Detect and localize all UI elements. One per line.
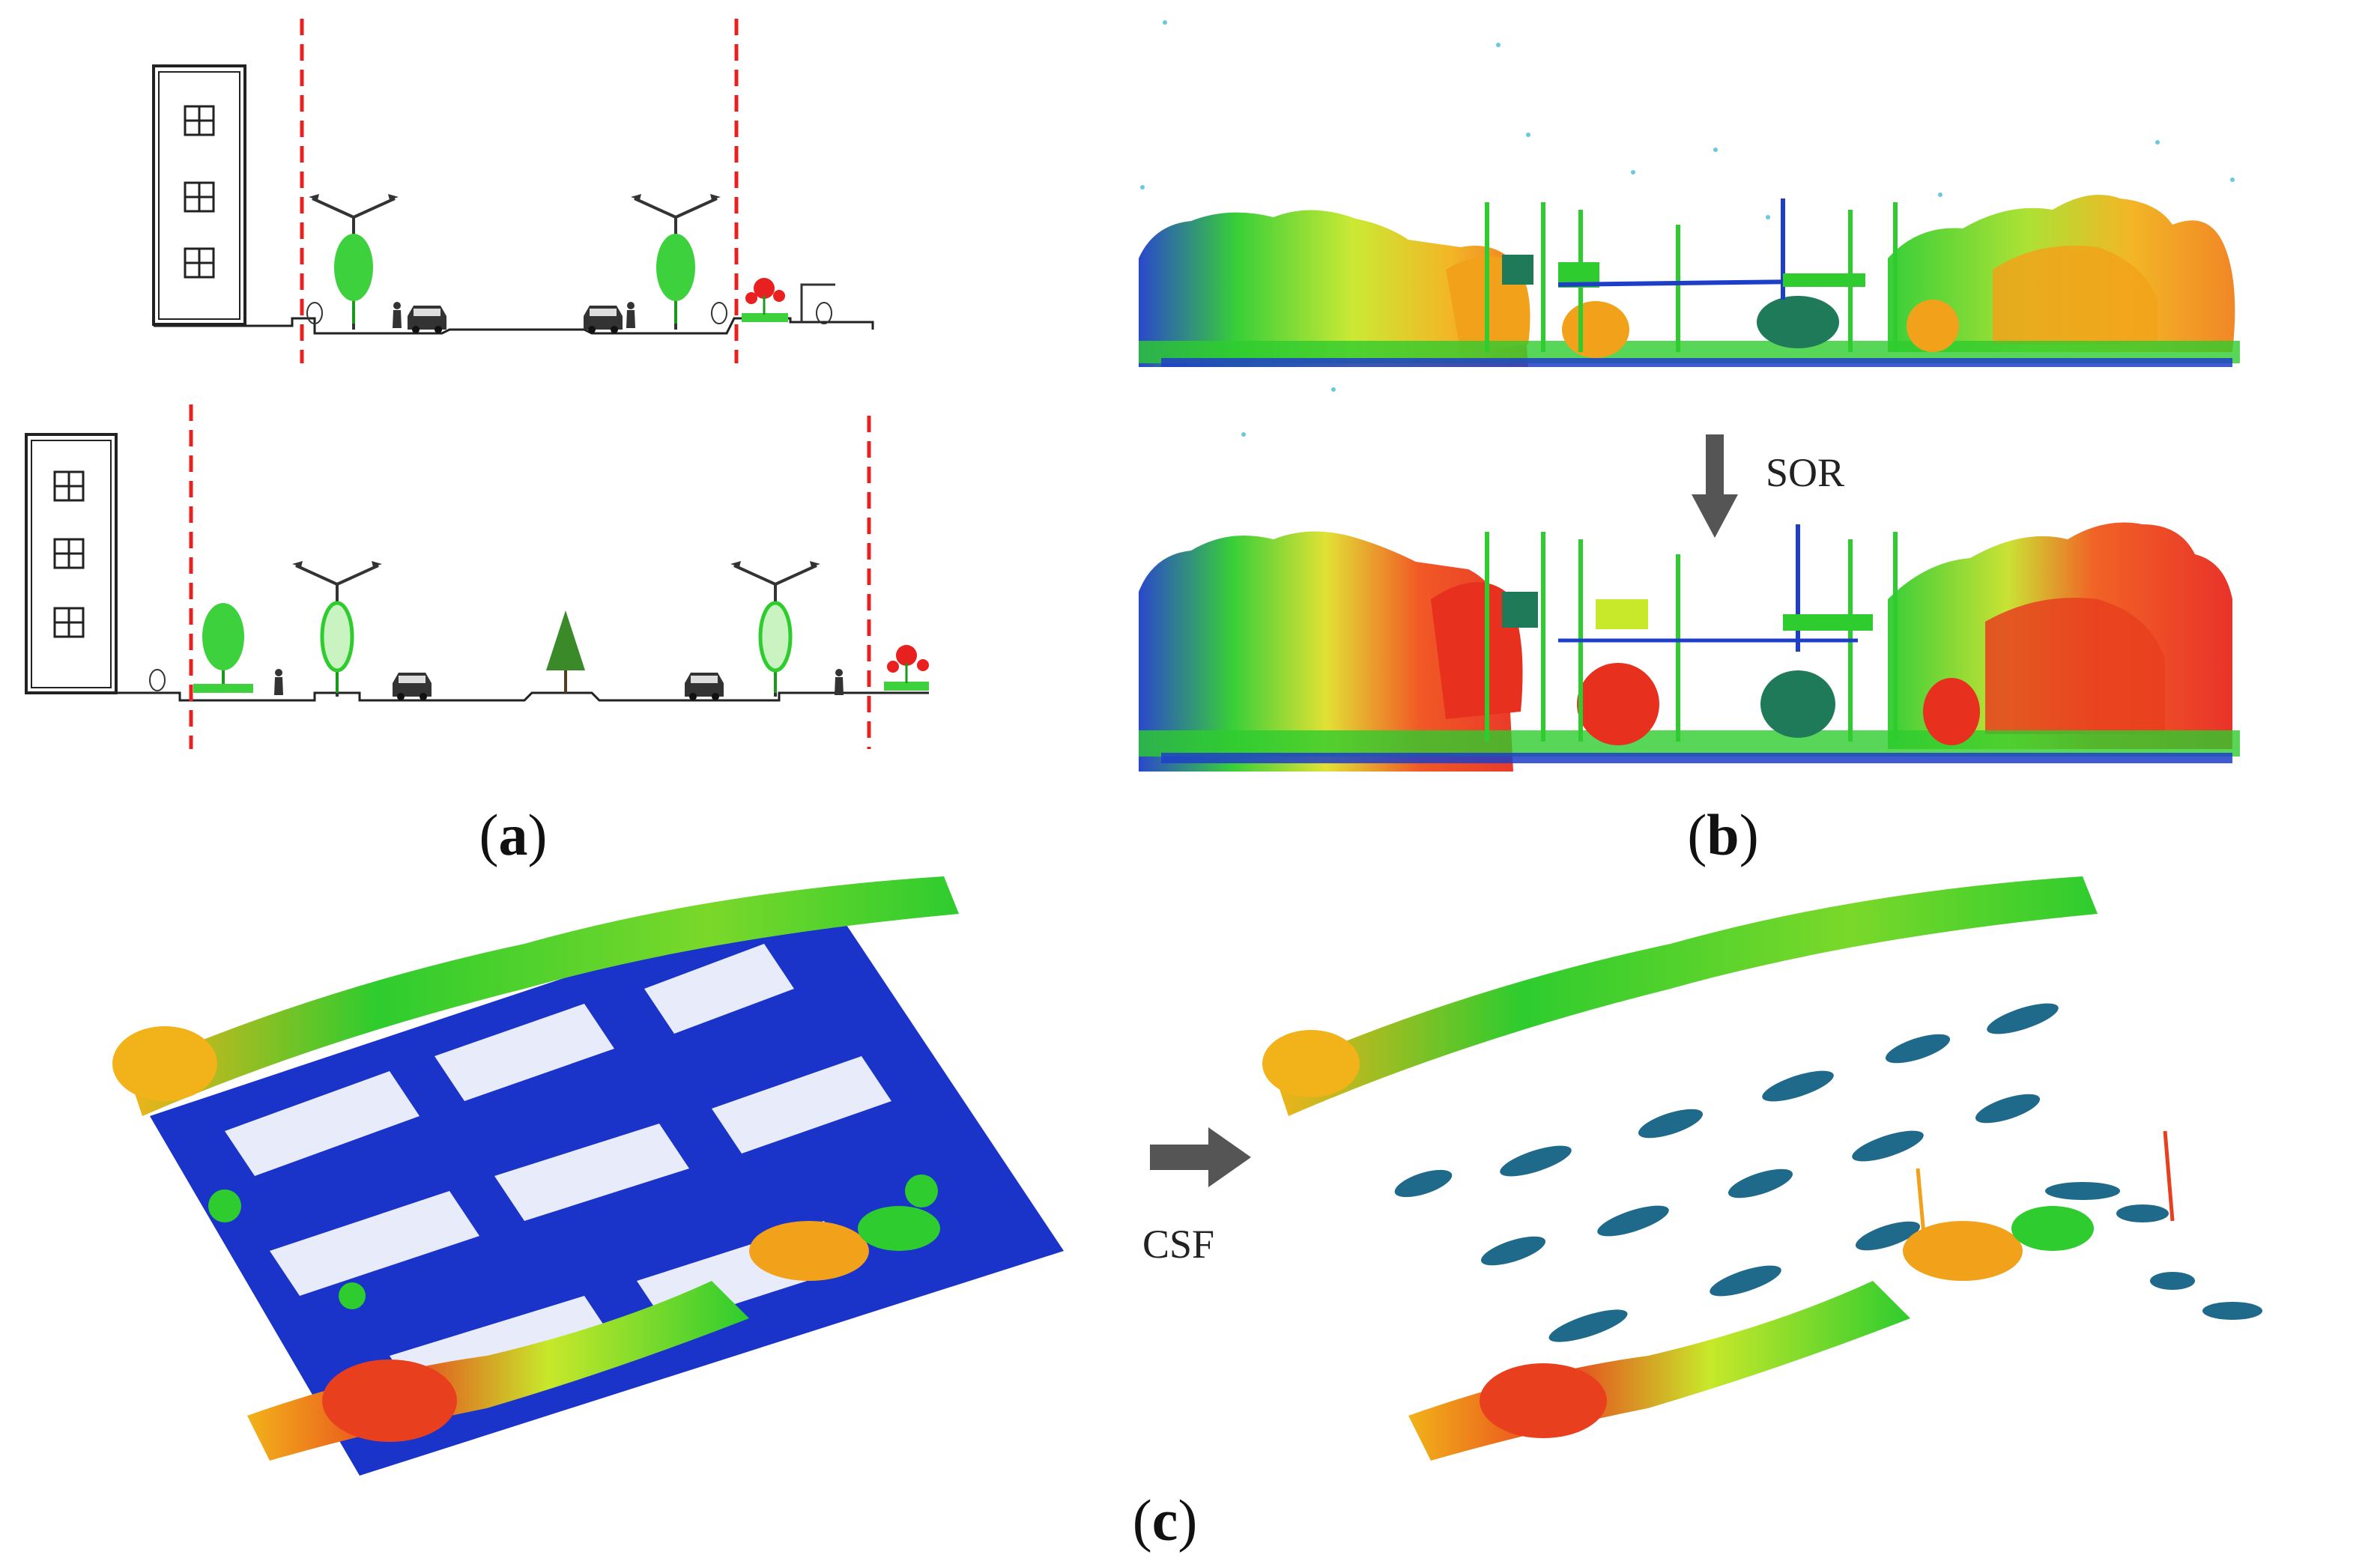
sor-arrow [1692,434,1738,538]
point-cloud-after-sor [1139,522,2240,772]
csf-point-cloud-comparison [112,876,2262,1476]
panel-label-c: (c) [1132,1488,1198,1553]
panel-label-a: (a) [479,802,548,867]
flower-bed-icon [742,278,788,322]
point-cloud-after-csf [1262,876,2262,1461]
csf-label: CSF [1142,1222,1215,1267]
point-cloud-before-csf [112,876,1064,1476]
sor-label: SOR [1766,450,1845,495]
panel-label-b: (b) [1687,802,1759,867]
cross-section-bottom [25,404,929,749]
cross-section-top [152,19,874,363]
sor-point-cloud-comparison [1139,20,2240,772]
csf-arrow [1150,1127,1251,1187]
cross-section-diagrams [25,19,929,749]
point-cloud-before-sor [1139,20,2240,437]
